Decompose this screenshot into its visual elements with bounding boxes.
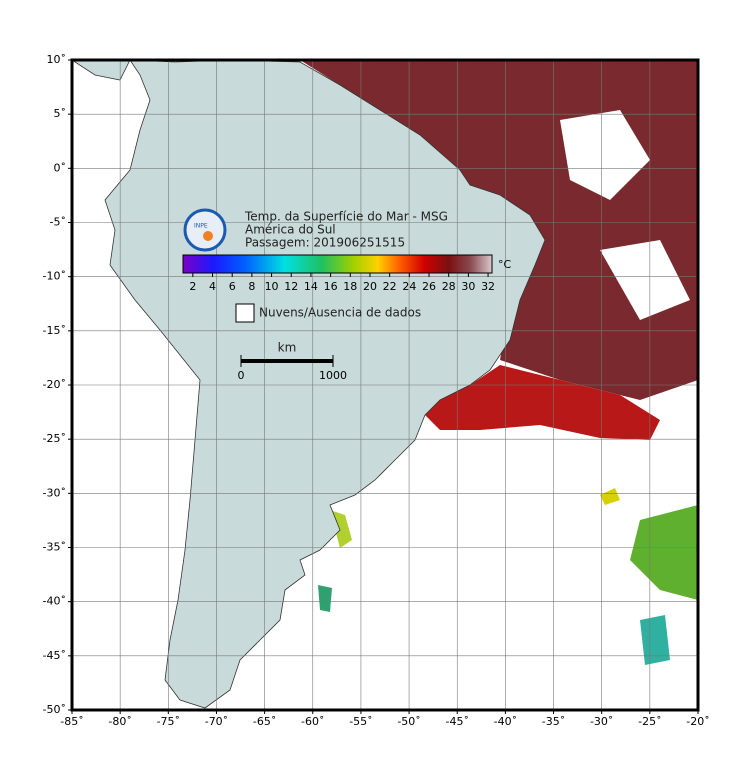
scale-bar (241, 359, 333, 363)
scale-tick-label: 0 (238, 369, 245, 382)
sst-green-patch (630, 505, 698, 600)
colorbar-tick-label: 8 (248, 280, 255, 293)
y-tick-label: -30˚ (43, 486, 66, 499)
x-tick-label: -45˚ (445, 715, 468, 728)
sst-yellow-patch (600, 488, 620, 505)
y-tick-label: 0˚ (54, 161, 67, 174)
header-line: Temp. da Superfície do Mar - MSG (244, 210, 448, 224)
colorbar-tick-label: 12 (284, 280, 298, 293)
logo-text: INPE (194, 223, 208, 230)
x-tick-label: -80˚ (108, 715, 131, 728)
y-tick-label: -35˚ (43, 541, 66, 554)
legend-label: Nuvens/Ausencia de dados (259, 306, 421, 320)
x-tick-label: -35˚ (542, 715, 565, 728)
colorbar-tick-label: 10 (265, 280, 279, 293)
x-tick-label: -30˚ (590, 715, 613, 728)
sst-cyan-patch (640, 615, 670, 665)
colorbar-tick-label: 22 (383, 280, 397, 293)
colorbar-tick-label: 18 (343, 280, 357, 293)
colorbar-tick-label: 4 (209, 280, 216, 293)
colorbar-tick-label: 14 (304, 280, 318, 293)
grid (72, 60, 698, 710)
legend-swatch (235, 303, 255, 323)
x-tick-label: -40˚ (494, 715, 517, 728)
x-tick-label: -50˚ (397, 715, 420, 728)
colorbar-tick-label: 16 (324, 280, 338, 293)
x-tick-label: -85˚ (60, 715, 83, 728)
y-tick-label: -40˚ (43, 595, 66, 608)
colorbar-tick-label: 28 (442, 280, 456, 293)
y-tick-label: -25˚ (43, 432, 66, 445)
colorbar-tick-label: 24 (402, 280, 416, 293)
scale-unit: km (278, 341, 297, 355)
y-tick-label: -50˚ (43, 703, 66, 716)
header-line: América do Sul (245, 223, 336, 237)
map-body (72, 60, 698, 710)
y-tick-label: -5˚ (50, 216, 66, 229)
x-tick-label: -70˚ (205, 715, 228, 728)
colorbar-tick-label: 26 (422, 280, 436, 293)
x-tick-label: -55˚ (349, 715, 372, 728)
x-tick-label: -65˚ (253, 715, 276, 728)
x-tick-label: -25˚ (638, 715, 661, 728)
y-tick-label: -20˚ (43, 378, 66, 391)
colorbar-tick-label: 2 (189, 280, 196, 293)
colorbar-tick-label: 6 (229, 280, 236, 293)
header-line: Passagem: 201906251515 (245, 236, 405, 250)
x-tick-label: -20˚ (686, 715, 709, 728)
y-tick-label: -15˚ (43, 324, 66, 337)
logo-dot (203, 231, 213, 241)
x-tick-label: -60˚ (301, 715, 324, 728)
y-tick-label: 10˚ (47, 53, 67, 66)
sst-red-band (425, 365, 660, 440)
sst-cloud-gap (600, 240, 690, 320)
colorbar-tick-label: 32 (481, 280, 495, 293)
x-tick-label: -75˚ (157, 715, 180, 728)
y-tick-label: -45˚ (43, 649, 66, 662)
y-tick-label: 5˚ (54, 107, 67, 120)
y-tick-label: -10˚ (43, 270, 66, 283)
scale-tick-label: 1000 (319, 369, 347, 382)
logo-ring (183, 208, 227, 252)
colorbar-unit: °C (498, 258, 512, 271)
colorbar-tick-label: 30 (461, 280, 475, 293)
sst-cloud-gap (560, 110, 650, 200)
colorbar-tick-label: 20 (363, 280, 377, 293)
logo: INPE (183, 208, 227, 252)
colorbar (182, 254, 493, 274)
sst-coastal-patch (318, 585, 332, 612)
